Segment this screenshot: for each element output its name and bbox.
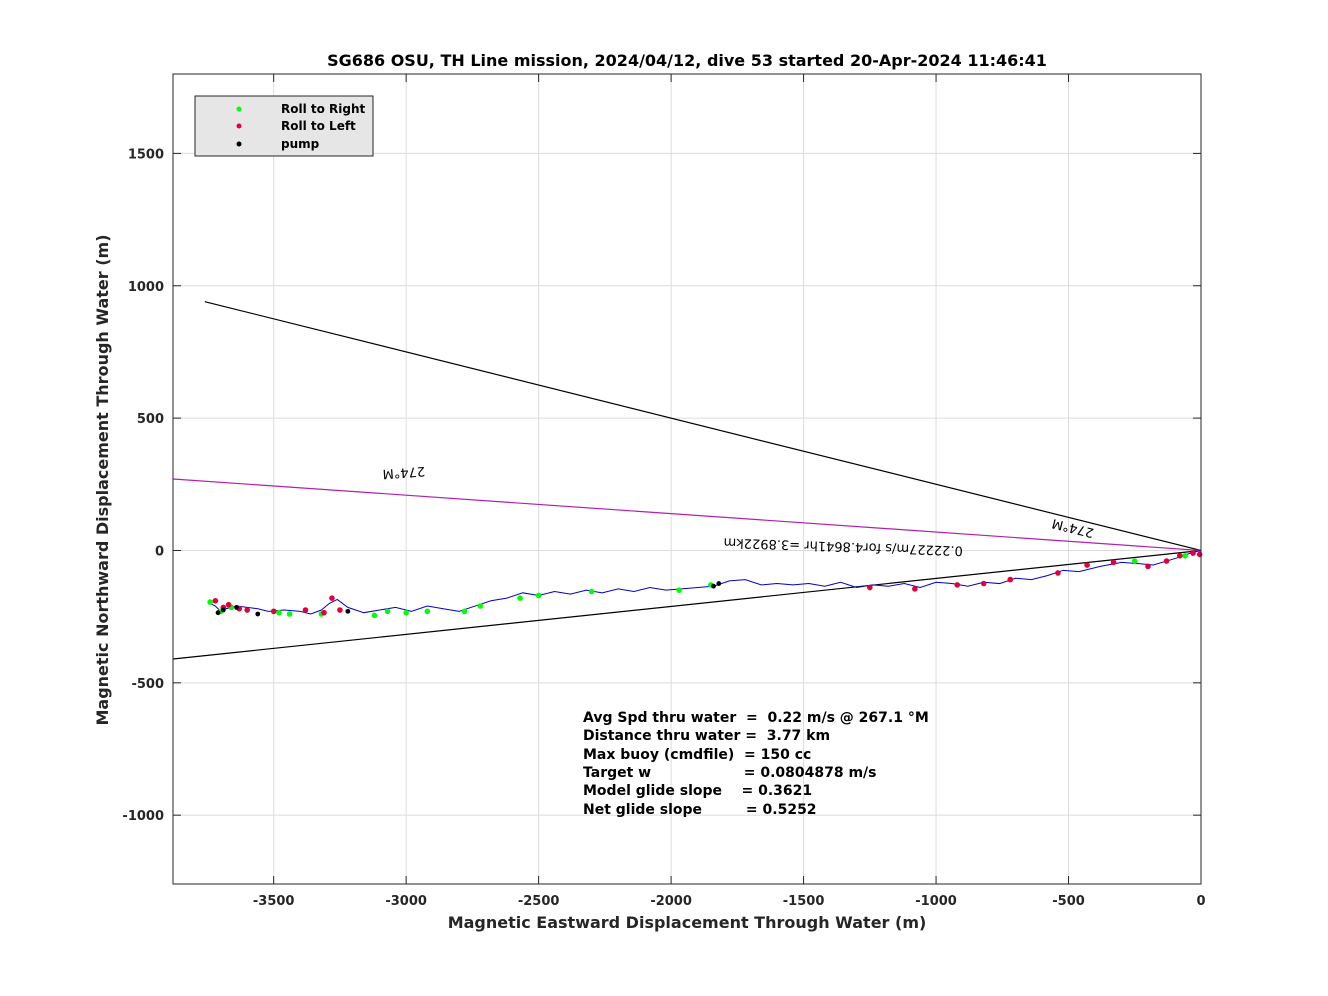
roll-right-point: [1131, 558, 1138, 564]
roll-right-point: [371, 612, 378, 619]
plot-area: [173, 74, 1201, 884]
axis-ticks: -3500 -3000 -2500 -2000 -1500 -1000 -500 0 -1000…: [122, 74, 1206, 909]
roll-right-point: [384, 608, 391, 615]
roll-right-point: [286, 611, 293, 617]
legend-box: [194, 95, 374, 157]
roll-right-point: [588, 588, 595, 595]
roll-left-point: [1055, 570, 1061, 576]
pump-point: [345, 608, 351, 614]
y-tick-label: 1500: [128, 147, 164, 162]
roll-right-point: [517, 595, 523, 601]
roll-left-point: [1145, 563, 1151, 570]
pump-point: [255, 611, 261, 617]
chart-title: SG686 OSU, TH Line mission, 2024/04/12, …: [327, 51, 1047, 70]
roll-left-point: [1163, 558, 1170, 564]
stats-line-max-buoy: Max buoy (cmdfile) = 150 cc: [583, 747, 811, 763]
y-axis-label: Magnetic Northward Displacement Through …: [93, 234, 112, 725]
roll-left-point: [1110, 559, 1117, 566]
x-tick-label: -3000: [385, 894, 427, 909]
roll-left-point: [980, 580, 987, 587]
roll-left-point: [302, 607, 309, 613]
track-layer: [209, 549, 1202, 615]
roll-right-point: [424, 608, 431, 615]
pump-point: [716, 581, 722, 586]
roll-left-point: [954, 582, 961, 588]
roll-right-point: [207, 599, 213, 605]
roll-left-point: [912, 586, 918, 592]
legend-label-roll-left: Roll to Left: [281, 119, 356, 133]
pump-point: [220, 607, 226, 613]
x-tick-label: -500: [1052, 894, 1085, 909]
heading-annotation: 274°M: [382, 463, 425, 481]
dive-track-line: [209, 549, 1202, 615]
pump-point: [215, 610, 221, 616]
roll-left-point: [1084, 562, 1090, 568]
roll-right-point: [477, 603, 484, 609]
roll-left-point: [270, 608, 277, 615]
reference-lines: [172, 301, 1202, 660]
marker-layer: [207, 550, 1203, 619]
stats-line-net-glide: Net glide slope = 0.5252: [583, 802, 817, 818]
heading-reference-line: [172, 478, 1202, 552]
x-axis-label: Magnetic Eastward Displacement Through W…: [448, 913, 927, 932]
roll-right-point: [461, 608, 468, 615]
y-tick-label: 0: [155, 544, 164, 559]
legend-marker-roll-left: [236, 123, 242, 129]
roll-left-point: [1190, 550, 1196, 556]
roll-left-point: [867, 584, 873, 591]
legend-marker-roll-right: [236, 106, 242, 112]
y-tick-label: -1000: [122, 809, 164, 824]
stats-block: Avg Spd thru water = 0.22 m/s @ 267.1 °M…: [583, 710, 929, 818]
legend: Roll to Right Roll to Left pump: [194, 95, 374, 157]
plot-frame: [172, 73, 1202, 885]
roll-right-point: [535, 592, 542, 599]
x-tick-label: -2500: [518, 894, 560, 909]
legend-label-pump: pump: [281, 137, 320, 151]
heading-reference-line: [204, 301, 1202, 552]
legend-label-roll-right: Roll to Right: [281, 102, 366, 116]
roll-left-point: [321, 609, 327, 616]
heading-reference-line: [172, 549, 1202, 660]
roll-right-point: [1182, 552, 1188, 559]
stats-line-model-glide: Model glide slope = 0.3621: [583, 783, 812, 799]
stats-line-avg-speed: Avg Spd thru water = 0.22 m/s @ 267.1 °M: [583, 710, 929, 726]
pump-point: [711, 583, 716, 589]
roll-right-point: [676, 587, 682, 593]
roll-left-point: [329, 595, 335, 601]
roll-right-point: [276, 609, 282, 616]
pump-point: [234, 604, 239, 610]
roll-right-point: [403, 609, 409, 616]
x-tick-label: 0: [1196, 894, 1205, 909]
x-tick-label: -1000: [915, 894, 957, 909]
y-tick-label: 1000: [128, 280, 164, 295]
legend-marker-pump: [236, 141, 242, 147]
y-tick-label: -500: [131, 677, 164, 692]
roll-left-point: [244, 607, 250, 613]
roll-left-point: [1177, 552, 1183, 559]
x-tick-label: -2000: [650, 894, 692, 909]
roll-left-point: [337, 607, 343, 613]
stats-line-distance: Distance thru water = 3.77 km: [583, 728, 830, 744]
roll-left-point: [1196, 551, 1203, 558]
stats-line-target-w: Target w = 0.0804878 m/s: [583, 765, 876, 781]
roll-left-point: [212, 597, 219, 604]
x-tick-label: -3500: [253, 894, 295, 909]
roll-left-point: [225, 601, 232, 608]
x-tick-label: -1500: [783, 894, 825, 909]
y-tick-label: 500: [137, 412, 164, 427]
roll-left-point: [1007, 576, 1014, 583]
